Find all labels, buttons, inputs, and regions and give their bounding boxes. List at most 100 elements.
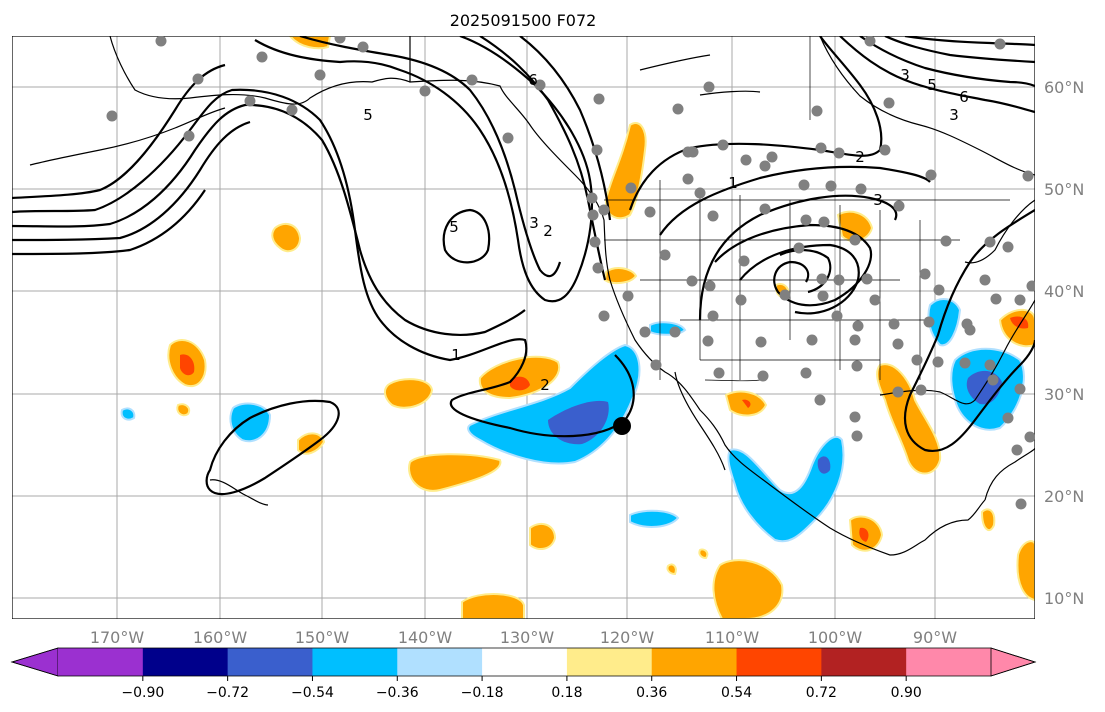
station-marker xyxy=(990,293,1002,305)
station-marker xyxy=(798,179,810,191)
fill-orange-region xyxy=(271,222,302,253)
station-marker xyxy=(817,290,829,302)
station-marker xyxy=(686,275,698,287)
fill-orange-region xyxy=(461,593,525,619)
colorbar-segment xyxy=(821,648,907,676)
station-marker xyxy=(892,386,904,398)
station-marker xyxy=(766,151,778,163)
colorbar-segment xyxy=(736,648,822,676)
station-marker xyxy=(869,294,881,306)
station-marker xyxy=(644,206,656,218)
contour-label: 2 xyxy=(855,148,865,166)
colorbar-segment xyxy=(906,648,992,676)
station-marker xyxy=(987,374,999,386)
longitude-label: 150°W xyxy=(295,628,350,647)
station-marker xyxy=(639,326,651,338)
station-marker xyxy=(669,326,681,338)
longitude-label: 140°W xyxy=(398,628,453,647)
station-marker xyxy=(849,234,861,246)
station-marker xyxy=(1022,170,1034,182)
station-marker xyxy=(861,273,873,285)
station-marker xyxy=(755,336,767,348)
longitude-label: 100°W xyxy=(808,628,863,647)
station-marker xyxy=(622,290,634,302)
station-marker xyxy=(694,187,706,199)
contour-label: 1 xyxy=(451,346,461,364)
longitude-label: 120°W xyxy=(600,628,655,647)
contour-label: 3 xyxy=(900,66,910,84)
fill-orange-region xyxy=(980,508,996,532)
station-marker xyxy=(800,214,812,226)
fill-red-region xyxy=(742,399,751,408)
station-marker xyxy=(892,338,904,350)
colorbar-segment xyxy=(566,648,653,676)
station-marker xyxy=(849,334,861,346)
contour-label: 5 xyxy=(927,76,937,94)
colorbar-label: 0.18 xyxy=(551,685,582,701)
station-marker xyxy=(650,359,662,371)
station-marker xyxy=(687,146,699,158)
contour-label: 5 xyxy=(449,218,459,236)
station-marker xyxy=(589,236,601,248)
station-marker xyxy=(1024,431,1035,443)
station-marker xyxy=(815,142,827,154)
colorbar-outline xyxy=(10,647,1037,677)
station-marker xyxy=(806,334,818,346)
station-marker xyxy=(979,274,991,286)
latitude-label: 10°N xyxy=(1044,589,1084,608)
station-marker xyxy=(814,394,826,406)
station-marker xyxy=(598,204,610,216)
fill-blue-region xyxy=(817,456,831,474)
station-marker xyxy=(659,249,671,261)
colorbar-label: 0.36 xyxy=(636,685,667,701)
latitude-label: 20°N xyxy=(1044,487,1084,506)
station-marker xyxy=(593,93,605,105)
station-marker xyxy=(286,104,298,116)
station-marker xyxy=(816,273,828,285)
station-marker xyxy=(779,289,791,301)
station-marker xyxy=(314,69,326,81)
contour-label: 2 xyxy=(540,376,550,394)
station-marker xyxy=(833,274,845,286)
fill-red-region xyxy=(859,527,869,542)
station-marker xyxy=(833,147,845,159)
longitude-labels: 170°W 160°W 150°W 140°W 130°W 120°W 110°W 100°W… xyxy=(90,628,957,647)
station-marker xyxy=(932,356,944,368)
colorbar-label: −0.90 xyxy=(121,685,164,701)
station-marker xyxy=(598,310,610,322)
station-marker xyxy=(704,280,716,292)
colorbar-extend-left xyxy=(10,647,59,677)
contour-label: 3 xyxy=(873,191,883,209)
station-marker xyxy=(419,85,431,97)
station-marker xyxy=(893,200,905,212)
fill-orange-region xyxy=(666,563,677,576)
station-marker xyxy=(961,318,973,330)
longitude-label: 90°W xyxy=(913,628,957,647)
station-marker xyxy=(1002,412,1014,424)
station-marker xyxy=(591,144,603,156)
station-marker xyxy=(707,310,719,322)
coastlines xyxy=(29,36,1035,556)
colorbar-label: 0.72 xyxy=(806,685,837,701)
station-marker xyxy=(994,38,1006,50)
fill-cyan-region xyxy=(629,509,680,528)
station-marker xyxy=(192,73,204,85)
longitude-label: 170°W xyxy=(90,628,145,647)
station-markers xyxy=(106,36,1035,510)
station-marker xyxy=(1002,241,1014,253)
latitude-label: 40°N xyxy=(1044,282,1084,301)
colorbar-label: −0.18 xyxy=(461,685,504,701)
station-marker xyxy=(851,360,863,372)
station-marker xyxy=(357,41,369,53)
station-marker xyxy=(155,36,167,47)
station-marker xyxy=(825,180,837,192)
station-marker xyxy=(855,183,867,195)
station-marker xyxy=(959,357,971,369)
longitude-label: 160°W xyxy=(193,628,248,647)
contour-label: 3 xyxy=(529,214,539,232)
station-marker xyxy=(106,110,118,122)
station-marker xyxy=(818,216,830,228)
station-marker xyxy=(1014,383,1026,395)
station-marker xyxy=(933,284,945,296)
